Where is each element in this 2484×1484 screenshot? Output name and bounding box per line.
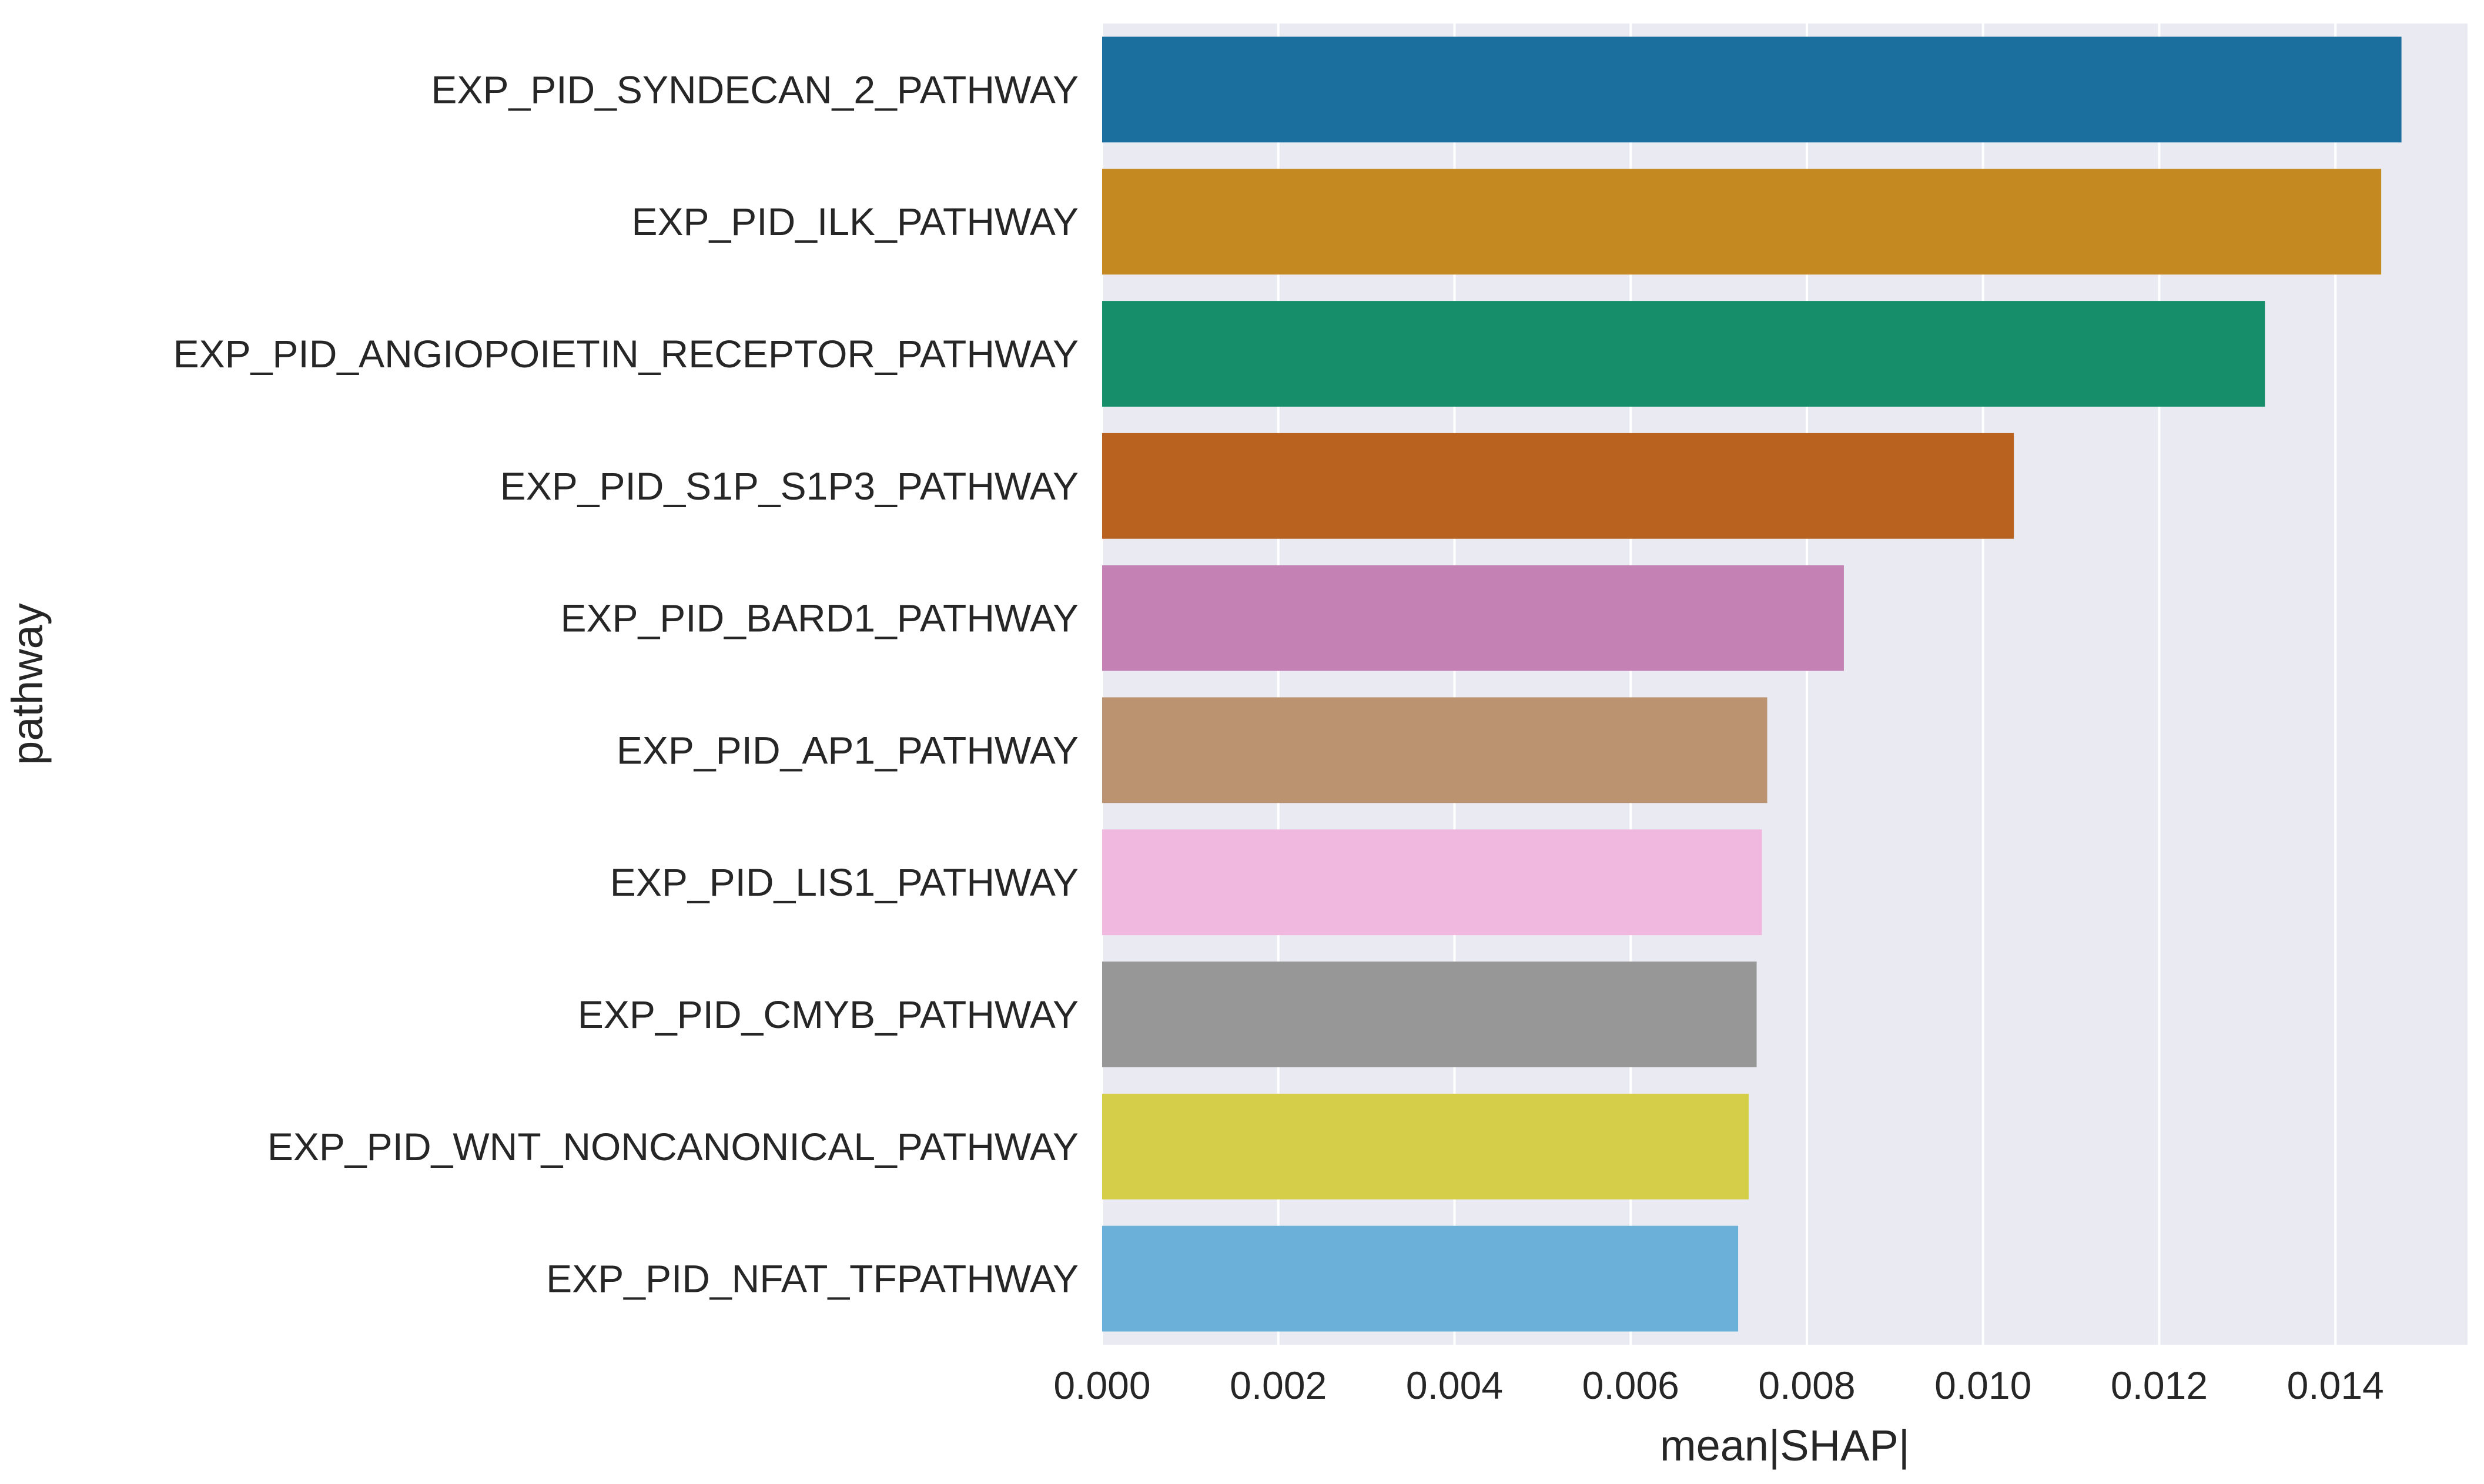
x-axis-title: mean|SHAP| [1660,1421,1910,1470]
x-tick-label: 0.002 [1230,1364,1327,1407]
x-tick-label: 0.000 [1053,1364,1150,1407]
bar [1102,962,1757,1067]
x-tick-label: 0.006 [1582,1364,1679,1407]
bar [1102,301,2265,407]
category-label: EXP_PID_AP1_PATHWAY [617,728,1079,772]
category-label: EXP_PID_LIS1_PATHWAY [610,860,1079,904]
category-label: EXP_PID_WNT_NONCANONICAL_PATHWAY [267,1125,1079,1168]
category-label: EXP_PID_ANGIOPOIETIN_RECEPTOR_PATHWAY [173,332,1079,376]
category-label: EXP_PID_CMYB_PATHWAY [578,993,1079,1036]
x-tick-label: 0.004 [1406,1364,1503,1407]
x-axis-ticks: 0.000 0.002 0.004 0.006 0.008 0.010 0.012 0.014 [1053,1364,2383,1407]
category-label: EXP_PID_SYNDECAN_2_PATHWAY [431,68,1079,111]
bar [1102,1225,1739,1332]
x-tick-label: 0.008 [1758,1364,1855,1407]
bar [1102,1093,1749,1200]
x-tick-label: 0.010 [1934,1364,2031,1407]
bars [1102,36,2402,1332]
x-tick-label: 0.012 [2111,1364,2208,1407]
x-tick-label: 0.014 [2287,1364,2384,1407]
bar [1102,169,2382,275]
category-label: EXP_PID_NFAT_TFPATHWAY [546,1257,1079,1301]
category-label: EXP_PID_S1P_S1P3_PATHWAY [500,464,1079,508]
category-label: EXP_PID_ILK_PATHWAY [632,200,1079,243]
bar [1102,829,1762,936]
bar [1102,565,1844,671]
bar [1102,697,1767,803]
y-axis-category-labels: EXP_PID_SYNDECAN_2_PATHWAY EXP_PID_ILK_PA… [173,68,1079,1300]
bar [1102,433,2014,539]
y-axis-title: pathway [3,603,52,765]
bar [1102,36,2402,143]
category-label: EXP_PID_BARD1_PATHWAY [561,597,1079,640]
